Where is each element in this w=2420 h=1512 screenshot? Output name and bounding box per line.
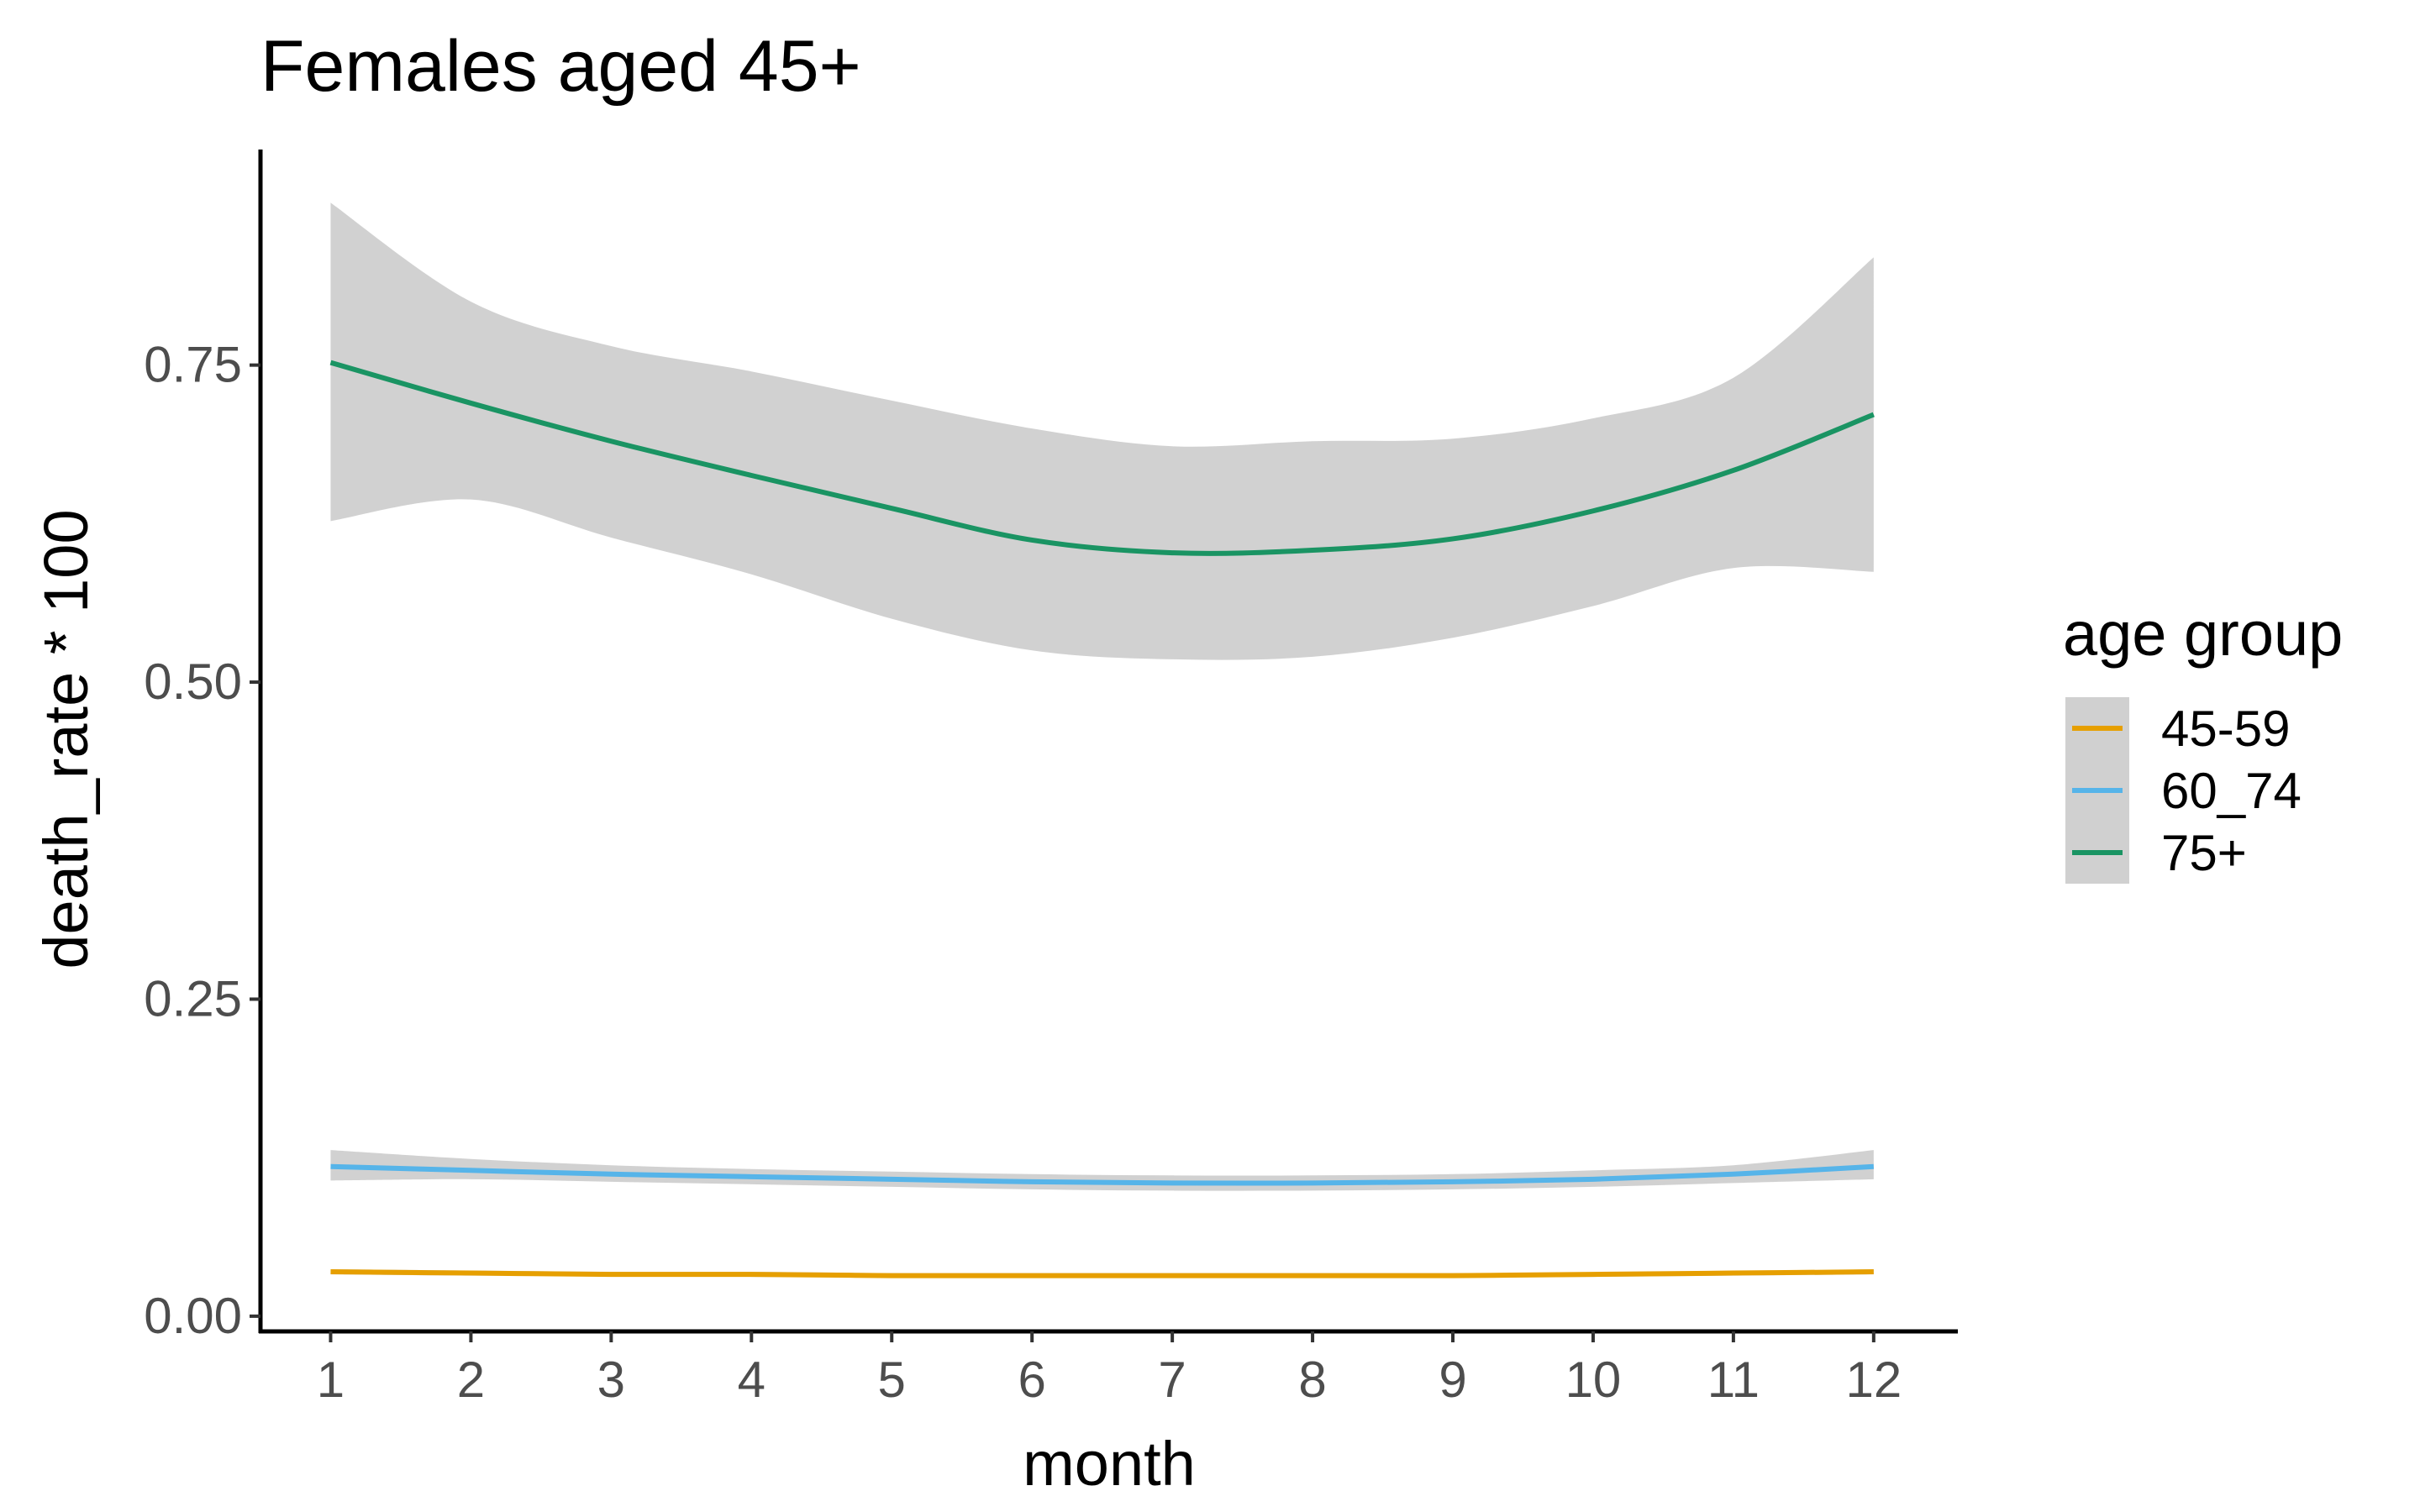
x-tick-label: 11 <box>1707 1352 1760 1408</box>
x-tick-label: 2 <box>457 1352 485 1408</box>
x-tick-label: 1 <box>317 1352 345 1408</box>
x-tick-label: 7 <box>1158 1352 1186 1408</box>
x-axis-ticks: 1 2 3 4 5 6 7 8 9 10 11 12 <box>317 1331 1902 1408</box>
y-tick-label: 0.00 <box>144 1288 242 1344</box>
legend-label-2: 60_74 <box>2161 763 2302 819</box>
x-tick-label: 4 <box>738 1352 765 1408</box>
series-lines <box>329 360 1875 1278</box>
legend: age group 45-59 60_74 75+ <box>2063 599 2343 884</box>
legend-label-3: 75+ <box>2161 825 2247 881</box>
series-line-3 <box>329 360 1875 556</box>
chart-title: Females aged 45+ <box>260 26 861 107</box>
legend-label-1: 45-59 <box>2161 701 2290 757</box>
x-tick-label: 6 <box>1018 1352 1045 1408</box>
series-line-1 <box>330 1269 1874 1278</box>
legend-entries: 45-59 60_74 75+ <box>2072 701 2302 881</box>
x-tick-label: 8 <box>1298 1352 1326 1408</box>
x-tick-label: 10 <box>1565 1352 1622 1408</box>
x-tick-label: 12 <box>1845 1352 1902 1408</box>
x-axis-title: month <box>1023 1429 1196 1499</box>
x-tick-label: 9 <box>1439 1352 1466 1408</box>
ci-ribbon-3 <box>330 202 1874 660</box>
series-line-2 <box>330 1163 1874 1186</box>
y-axis-title: death_rate * 100 <box>31 509 101 969</box>
x-tick-label: 3 <box>597 1352 625 1408</box>
y-axis-ticks: 0.00 0.25 0.50 0.75 <box>144 337 260 1344</box>
x-tick-label: 5 <box>878 1352 906 1408</box>
y-tick-label: 0.50 <box>144 654 242 710</box>
y-tick-label: 0.25 <box>144 970 242 1026</box>
y-tick-label: 0.75 <box>144 337 242 393</box>
legend-title: age group <box>2063 599 2343 669</box>
